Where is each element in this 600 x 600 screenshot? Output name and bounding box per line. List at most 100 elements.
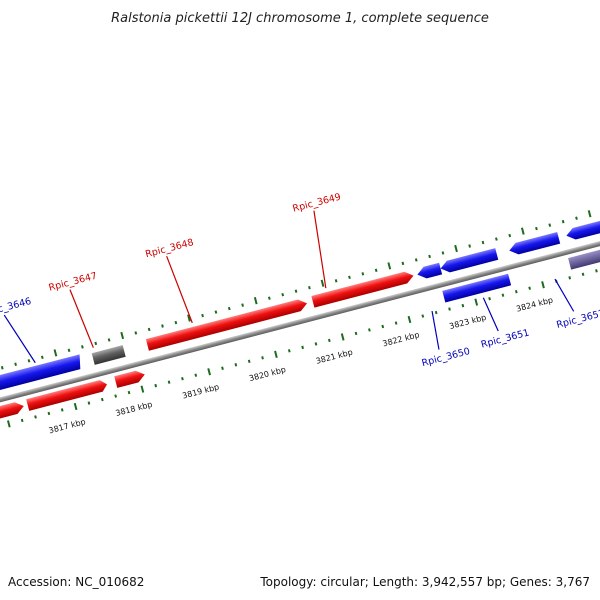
- upper-tick: [227, 306, 231, 311]
- upper-tick: [348, 275, 351, 279]
- upper-tick: [120, 331, 125, 340]
- lower-tick: [568, 276, 572, 280]
- gene-label-rpic-3651[interactable]: Rpic_3651: [480, 327, 531, 350]
- upper-tick: [241, 303, 244, 307]
- lower-tick: [60, 408, 64, 412]
- lower-tick: [541, 281, 545, 289]
- upper-tick: [454, 244, 458, 253]
- gene-rpic-3648[interactable]: [145, 298, 309, 351]
- lower-tick: [381, 324, 385, 329]
- gene-rpic-3646[interactable]: [0, 354, 83, 392]
- kbp-label: 3819 kbp: [181, 382, 220, 400]
- gene-lower-red-3[interactable]: [114, 369, 146, 388]
- kbp-label: 3822 kbp: [382, 330, 421, 348]
- upper-tick-row: [0, 210, 592, 370]
- label-leader-line: [166, 255, 193, 324]
- lower-tick: [528, 286, 531, 290]
- upper-tick: [107, 338, 111, 342]
- upper-tick: [94, 341, 98, 346]
- gene-rpic-3647[interactable]: [91, 345, 126, 365]
- gene-upper-right-1[interactable]: [508, 231, 561, 256]
- lower-tick: [340, 333, 345, 341]
- lower-tick: [595, 269, 598, 273]
- lower-tick: [434, 310, 438, 315]
- upper-tick: [40, 355, 44, 360]
- upper-tick: [308, 286, 311, 290]
- gene-label-rpic-3652[interactable]: Rpic_3652: [555, 308, 600, 331]
- kbp-label: 3818 kbp: [115, 400, 154, 418]
- lower-tick: [234, 363, 238, 367]
- lower-tick: [6, 420, 11, 428]
- gene-rpic-3649[interactable]: [311, 270, 415, 308]
- lower-tick: [34, 415, 37, 419]
- gene-lower-left-red[interactable]: [0, 400, 25, 421]
- lower-tick: [327, 338, 331, 343]
- upper-tick: [147, 327, 151, 332]
- upper-tick: [428, 254, 431, 259]
- upper-tick: [81, 345, 84, 349]
- lower-tick: [274, 350, 278, 358]
- lower-tick: [474, 298, 479, 306]
- gene-label-rpic-3648[interactable]: Rpic_3648: [144, 237, 195, 260]
- lower-tick: [100, 397, 104, 402]
- upper-tick: [294, 289, 298, 293]
- label-leader-line: [313, 210, 327, 289]
- upper-tick: [201, 313, 204, 318]
- label-leader-line: [69, 289, 94, 348]
- lower-tick: [354, 331, 358, 336]
- lower-tick-row: [6, 269, 598, 428]
- kbp-label: 3824 kbp: [515, 295, 554, 313]
- accession-text: Accession: NC_010682: [8, 575, 144, 589]
- gene-rpic-3651-lower[interactable]: [442, 273, 512, 303]
- lower-tick: [47, 411, 51, 416]
- gene-lower-right-purple[interactable]: [568, 240, 600, 270]
- upper-tick: [587, 210, 592, 218]
- lower-tick: [167, 380, 171, 384]
- gene-label-rpic-3649[interactable]: Rpic_3649: [292, 192, 343, 215]
- lower-tick: [140, 385, 145, 393]
- upper-tick: [214, 310, 218, 314]
- gene-small-upper-1[interactable]: [416, 262, 443, 281]
- upper-tick: [253, 297, 258, 305]
- lower-tick: [314, 342, 318, 346]
- upper-tick: [481, 240, 485, 245]
- upper-tick: [414, 258, 418, 262]
- upper-tick: [134, 331, 138, 335]
- lower-tick: [194, 373, 198, 377]
- label-leader-line: [431, 310, 440, 350]
- lower-tick: [247, 359, 251, 363]
- gene-lower-red-2[interactable]: [26, 379, 108, 411]
- upper-tick: [174, 320, 178, 325]
- gene-label-rpic-3647[interactable]: Rpic_3647: [48, 271, 99, 294]
- gene-label-rpic-3650[interactable]: Rpic_3650: [421, 346, 472, 369]
- lower-tick: [514, 290, 518, 294]
- upper-tick: [281, 292, 285, 297]
- lower-tick: [488, 296, 491, 301]
- upper-tick: [508, 233, 512, 238]
- lower-tick: [461, 303, 465, 308]
- kbp-label: 3820 kbp: [248, 365, 287, 383]
- kbp-label: 3817 kbp: [48, 417, 87, 435]
- gene-upper-right-2[interactable]: [565, 213, 600, 241]
- upper-tick: [374, 268, 378, 273]
- upper-tick: [268, 296, 271, 300]
- gene-rpic-3651-upper[interactable]: [439, 248, 499, 274]
- upper-tick: [387, 262, 392, 270]
- kbp-label: 3821 kbp: [315, 348, 354, 366]
- label-leader-line: [3, 314, 36, 364]
- lower-tick: [73, 402, 78, 411]
- upper-tick: [361, 272, 365, 276]
- lower-tick: [287, 349, 291, 353]
- map-track-group: Rpic_3646Rpic_3647Rpic_3648Rpic_3649Rpic…: [0, 192, 600, 435]
- label-leader-line: [554, 278, 575, 312]
- upper-tick: [401, 261, 405, 266]
- upper-tick: [334, 279, 338, 283]
- upper-tick: [441, 251, 445, 255]
- upper-tick: [548, 223, 552, 227]
- lower-tick: [501, 293, 505, 297]
- lower-tick: [394, 321, 398, 325]
- lower-tick: [581, 272, 585, 277]
- summary-text: Topology: circular; Length: 3,942,557 bp…: [259, 575, 590, 589]
- upper-tick: [320, 279, 325, 287]
